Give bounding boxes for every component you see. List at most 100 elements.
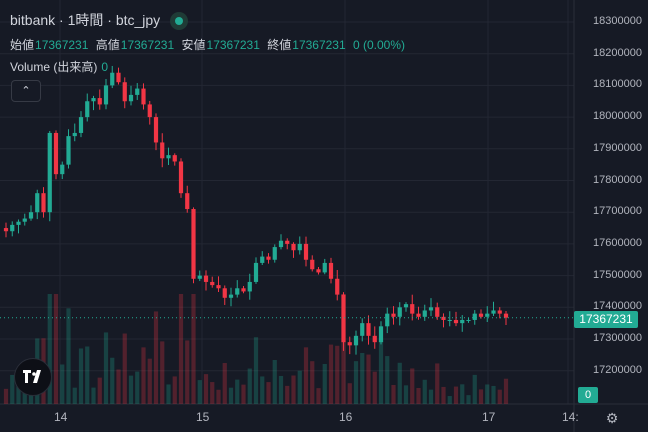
volume-bar [78,348,84,404]
volume-bar [285,385,290,404]
volume-bar [428,389,434,404]
volume-bar [378,340,384,404]
candle-body [303,243,309,260]
candle-body [260,256,265,263]
volume-bar [328,344,334,404]
volume-bar [235,379,240,404]
change-value: 0 (0.00%) [353,38,406,52]
candle-body [172,155,177,162]
candle-body [35,193,40,213]
price-tick-label: 18100000 [593,78,642,91]
candle-body [410,304,415,314]
candle-body [403,304,409,308]
volume-bar [310,361,315,404]
candle-body [272,247,277,260]
volume-bar [372,371,377,404]
volume-bar [135,371,140,404]
candle-body [72,132,77,137]
volume-bar [203,374,209,404]
volume-bar [60,364,65,404]
collapse-legend-button[interactable]: ⌃ [11,80,41,102]
candle-body [116,72,121,83]
high-value: 17367231 [120,38,175,52]
candle-body [466,319,471,321]
candle-body [360,323,365,336]
candle-body [160,142,165,159]
current-volume-tag: 0 [578,387,598,403]
open-label: 始値 [10,38,35,52]
volume-bar [222,363,227,404]
volume-bar [247,368,252,404]
candle-body [428,307,434,311]
volume-bar [410,368,415,404]
volume-bar [391,384,396,404]
candle-body [166,155,171,159]
candle-body [472,313,477,320]
volume-bar [253,337,259,404]
volume-bar [53,294,59,404]
candle-body [297,243,302,251]
volume-bar [347,383,352,404]
close-label: 終値 [267,38,292,52]
volume-bar [485,384,490,404]
volume-bar [153,311,159,404]
candle-body [247,281,252,292]
candle-body [447,319,452,321]
volume-bar [403,385,409,404]
price-tick-label: 17700000 [593,205,642,218]
candle-body [453,319,459,324]
candle-body [485,313,490,317]
price-tick-label: 17900000 [593,141,642,154]
candle-body [141,88,146,105]
candle-body [153,117,159,143]
candle-body [503,313,509,318]
volume-bar [116,369,121,404]
symbol-title[interactable]: bitbank · 1時間 · btc_jpy [10,12,161,28]
candle-body [341,294,346,343]
legend-title: bitbank · 1時間 · btc_jpy [10,10,189,31]
volume-legend[interactable]: Volume (出来高) 0 [10,58,108,75]
volume-value: 0 [101,60,109,74]
volume-bar [478,389,484,404]
volume-bar [503,378,509,404]
candle-body [353,335,359,346]
candle-body [241,288,246,292]
price-tick-label: 18200000 [593,46,642,59]
volume-bar [185,340,190,404]
volume-bar [241,384,246,404]
volume-bar [341,294,346,404]
candle-body [203,275,209,282]
candle-body [16,221,21,225]
candle-body [28,212,34,219]
current-price-tag: 17367231 [574,311,638,328]
candle-body [210,281,215,286]
volume-bar [360,352,365,404]
candle-body [460,319,465,324]
volume-bar [266,382,271,404]
volume-bar [172,376,177,404]
candle-body [10,224,15,232]
candle-body [147,104,152,118]
tradingview-logo-icon[interactable] [14,358,52,396]
volume-bar [178,294,184,404]
candle-body [478,313,484,317]
volume-bar [353,361,359,404]
volume-bar [447,396,452,404]
price-tick-label: 17600000 [593,236,642,249]
candle-body [191,209,196,279]
candle-body [85,101,90,118]
candle-body [322,262,327,273]
candle-body [53,132,59,175]
volume-bar [272,359,277,404]
gear-icon[interactable]: ⚙ [605,410,619,426]
volume-bar [260,376,265,404]
candle-body [310,259,315,270]
candle-body [216,285,221,289]
time-tick-label: 15 [196,410,210,424]
low-label: 安値 [181,38,206,52]
time-tick-label: 17 [482,410,496,424]
price-tick-label: 17500000 [593,268,642,281]
candle-body [228,294,234,298]
price-tick-label: 18000000 [593,110,642,123]
